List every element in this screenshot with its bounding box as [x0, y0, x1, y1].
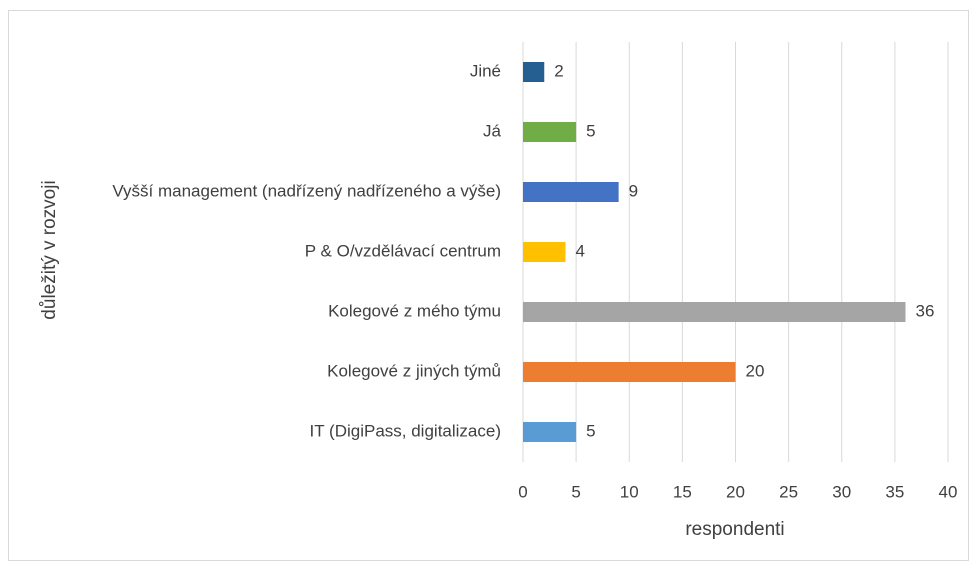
bar [523, 182, 619, 202]
y-tick-label: P & O/vzdělávací centrum [305, 241, 501, 260]
data-label: 5 [586, 421, 595, 440]
x-tick-label: 40 [939, 482, 958, 501]
x-tick-label: 35 [885, 482, 904, 501]
data-label: 2 [554, 61, 563, 80]
x-tick-label: 10 [620, 482, 639, 501]
x-tick-label: 5 [571, 482, 580, 501]
y-tick-label: Kolegové z mého týmu [328, 301, 501, 320]
x-tick-label: 15 [673, 482, 692, 501]
x-tick-label: 0 [518, 482, 527, 501]
bar [523, 122, 577, 142]
bar [523, 242, 566, 262]
y-tick-label: Jiné [470, 61, 501, 80]
x-tick-label: 30 [832, 482, 851, 501]
y-tick-label: Já [483, 121, 502, 140]
x-tick-label: 25 [779, 482, 798, 501]
data-label: 9 [629, 181, 638, 200]
bar [523, 302, 906, 322]
bar [523, 362, 736, 382]
x-tick-label: 20 [726, 482, 745, 501]
chart-border [8, 10, 969, 561]
data-label: 5 [586, 121, 595, 140]
y-axis-title: důležitý v rozvoji [39, 180, 60, 319]
bar [523, 62, 545, 82]
x-axis-title: respondenti [685, 519, 784, 540]
data-label: 36 [916, 301, 935, 320]
data-label: 4 [576, 241, 585, 260]
data-label: 20 [746, 361, 765, 380]
y-tick-label: Vyšší management (nadřízený nadřízeného … [112, 181, 501, 200]
y-tick-label: IT (DigiPass, digitalizace) [310, 421, 501, 440]
bar [523, 422, 577, 442]
y-tick-label: Kolegové z jiných týmů [327, 361, 501, 380]
